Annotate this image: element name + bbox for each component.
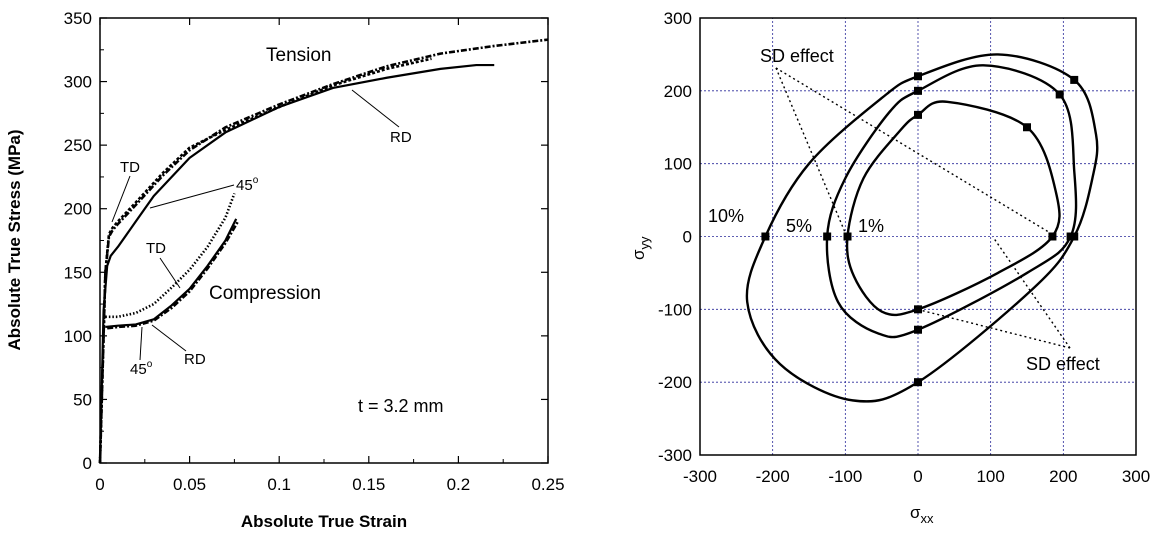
- yield-locus-chart: -300 -200 -100 0 100 200 300 -300 -200 -100 0 100 20…: [629, 9, 1150, 526]
- yield-locus-2-marker: [914, 110, 922, 119]
- left-series-5-line: [107, 220, 240, 330]
- deg45-compression-leader: [139, 326, 143, 361]
- yield-locus-1-marker: [1055, 90, 1064, 99]
- left-axis-ticks: 0 0.05 0.1 0.15 0.2 0.25 0 50 100 150 200 250 300 350: [64, 9, 565, 494]
- yield-locus-0-marker: [914, 72, 922, 81]
- left-x-tick-label: 0.05: [173, 475, 206, 494]
- left-plot-frame: [99, 17, 549, 464]
- label-10-percent: 10%: [708, 206, 744, 226]
- sd-effect-top-label: SD effect: [760, 46, 834, 66]
- rd-compression-label: RD: [184, 351, 206, 368]
- right-x-tick-label: 100: [976, 467, 1004, 486]
- yield-locus-2-marker: [1048, 232, 1057, 241]
- left-y-tick-label: 150: [64, 263, 92, 282]
- yield-locus-1-curve: [825, 64, 1078, 339]
- right-y-tick-label: -200: [658, 373, 692, 392]
- td-compression-label: TD: [146, 240, 166, 257]
- yield-locus-1-marker: [914, 86, 922, 95]
- right-x-tick-label: -200: [756, 467, 790, 486]
- tension-label: Tension: [266, 45, 332, 66]
- right-series-group: [745, 53, 1099, 403]
- left-x-tick-label: 0.1: [267, 475, 291, 494]
- right-y-tick-label: 300: [664, 9, 692, 28]
- yield-locus-2-marker: [1023, 123, 1031, 132]
- yield-locus-2-curve: [845, 100, 1061, 317]
- left-y-tick-label: 100: [64, 327, 92, 346]
- left-x-tick-label: 0.2: [447, 475, 471, 494]
- left-x-tick-label: 0: [95, 475, 104, 494]
- yield-locus-1-marker: [823, 232, 832, 241]
- deg45-compression-label: 45o: [130, 359, 153, 378]
- thickness-label: t = 3.2 mm: [358, 396, 444, 416]
- right-plot-frame: [699, 17, 1137, 456]
- right-axis-ticks: -300 -200 -100 0 100 200 300 -300 -200 -100 0 100 20…: [658, 9, 1150, 486]
- left-y-tick-label: 250: [64, 136, 92, 155]
- yield-locus-1-marker: [914, 325, 922, 334]
- left-series-3-line: [105, 193, 236, 319]
- left-y-tick-label: 0: [83, 454, 92, 473]
- right-y-tick-label: 0: [683, 228, 692, 247]
- td-compression-leader: [159, 257, 181, 289]
- label-5-percent: 5%: [786, 216, 812, 236]
- yield-locus-2-marker: [914, 305, 922, 314]
- left-y-tick-label: 50: [73, 390, 92, 409]
- yield-locus-0-marker: [761, 232, 770, 241]
- compression-label: Compression: [209, 283, 321, 304]
- left-series-2-line: [98, 38, 549, 464]
- right-y-tick-label: 100: [664, 155, 692, 174]
- left-series-group: [98, 38, 549, 464]
- stress-strain-chart: 0 0.05 0.1 0.15 0.2 0.25 0 50 100 150 200 250 300 350…: [5, 9, 565, 531]
- right-x-tick-label: 200: [1049, 467, 1077, 486]
- rd-compression-leader: [151, 324, 187, 352]
- label-1-percent: 1%: [858, 216, 884, 236]
- left-series-1-line: [98, 57, 432, 464]
- right-y-tick-label: -100: [658, 300, 692, 319]
- rd-tension-label: RD: [390, 129, 412, 146]
- deg45-tension-label: 45o: [236, 175, 259, 194]
- sd-effect-leaders: [775, 67, 1071, 349]
- yield-locus-0-marker: [1070, 75, 1079, 84]
- right-x-tick-label: -100: [828, 467, 862, 486]
- right-x-tick-label: 0: [913, 467, 922, 486]
- yield-locus-0-curve: [745, 53, 1099, 403]
- right-y-tick-label: 200: [664, 82, 692, 101]
- left-y-axis-label: Absolute True Stress (MPa): [5, 129, 24, 350]
- td-tension-label: TD: [120, 159, 140, 176]
- left-y-tick-label: 350: [64, 9, 92, 28]
- yield-locus-0-marker: [914, 378, 922, 387]
- sd-effect-bottom-label: SD effect: [1026, 354, 1100, 374]
- yield-locus-1-marker: [1066, 232, 1075, 241]
- left-x-tick-label: 0.15: [352, 475, 385, 494]
- right-y-axis-label: σyy: [629, 236, 652, 260]
- left-x-tick-label: 0.25: [531, 475, 564, 494]
- left-x-axis-label: Absolute True Strain: [241, 512, 407, 531]
- left-series-0-line: [98, 63, 495, 464]
- right-x-tick-label: -300: [683, 467, 717, 486]
- deg45-tension-leader: [149, 184, 235, 209]
- right-x-tick-label: 300: [1122, 467, 1150, 486]
- td-tension-leader: [111, 175, 131, 223]
- left-y-tick-label: 300: [64, 73, 92, 92]
- right-y-tick-label: -300: [658, 446, 692, 465]
- rd-tension-leader: [351, 89, 400, 128]
- yield-locus-2-marker: [843, 232, 852, 241]
- left-y-tick-label: 200: [64, 200, 92, 219]
- right-x-axis-label: σxx: [910, 503, 934, 526]
